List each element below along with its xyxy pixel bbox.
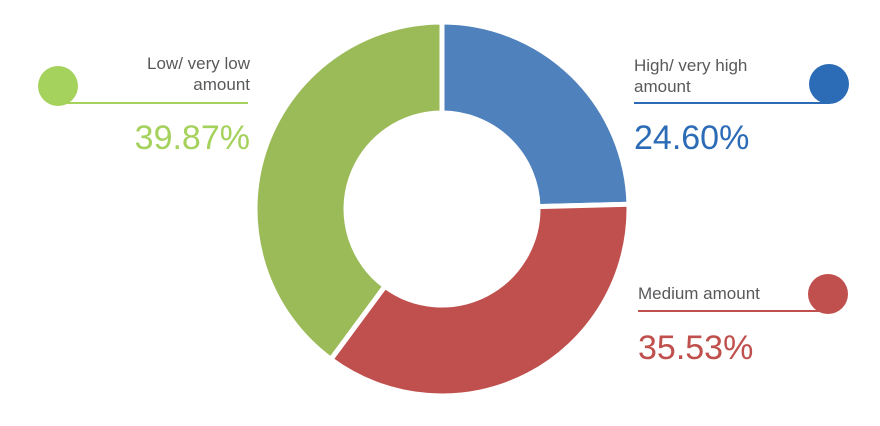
legend-medium-rule bbox=[638, 310, 828, 312]
legend-high-percent: 24.60% bbox=[634, 119, 750, 157]
legend-low-label: Low/ very low amount bbox=[147, 54, 250, 94]
legend-high-very-high: High/ very high amount 24.60% bbox=[634, 52, 849, 162]
slice-low-very-low bbox=[252, 19, 445, 363]
legend-high-rule bbox=[634, 102, 829, 104]
legend-low-rule bbox=[58, 102, 248, 104]
legend-medium-dot bbox=[808, 274, 848, 314]
slice-high-very-high bbox=[439, 19, 632, 210]
legend-medium: Medium amount 35.53% bbox=[638, 272, 850, 372]
legend-high-label: High/ very high amount bbox=[634, 56, 748, 96]
legend-low-percent: 39.87% bbox=[134, 119, 250, 157]
legend-high-dot bbox=[809, 64, 849, 104]
legend-medium-label: Medium amount bbox=[638, 284, 760, 303]
legend-medium-percent: 35.53% bbox=[638, 329, 754, 367]
legend-low-very-low: Low/ very low amount 39.87% bbox=[38, 50, 250, 160]
legend-low-dot bbox=[38, 66, 78, 106]
slice-medium bbox=[327, 201, 632, 399]
